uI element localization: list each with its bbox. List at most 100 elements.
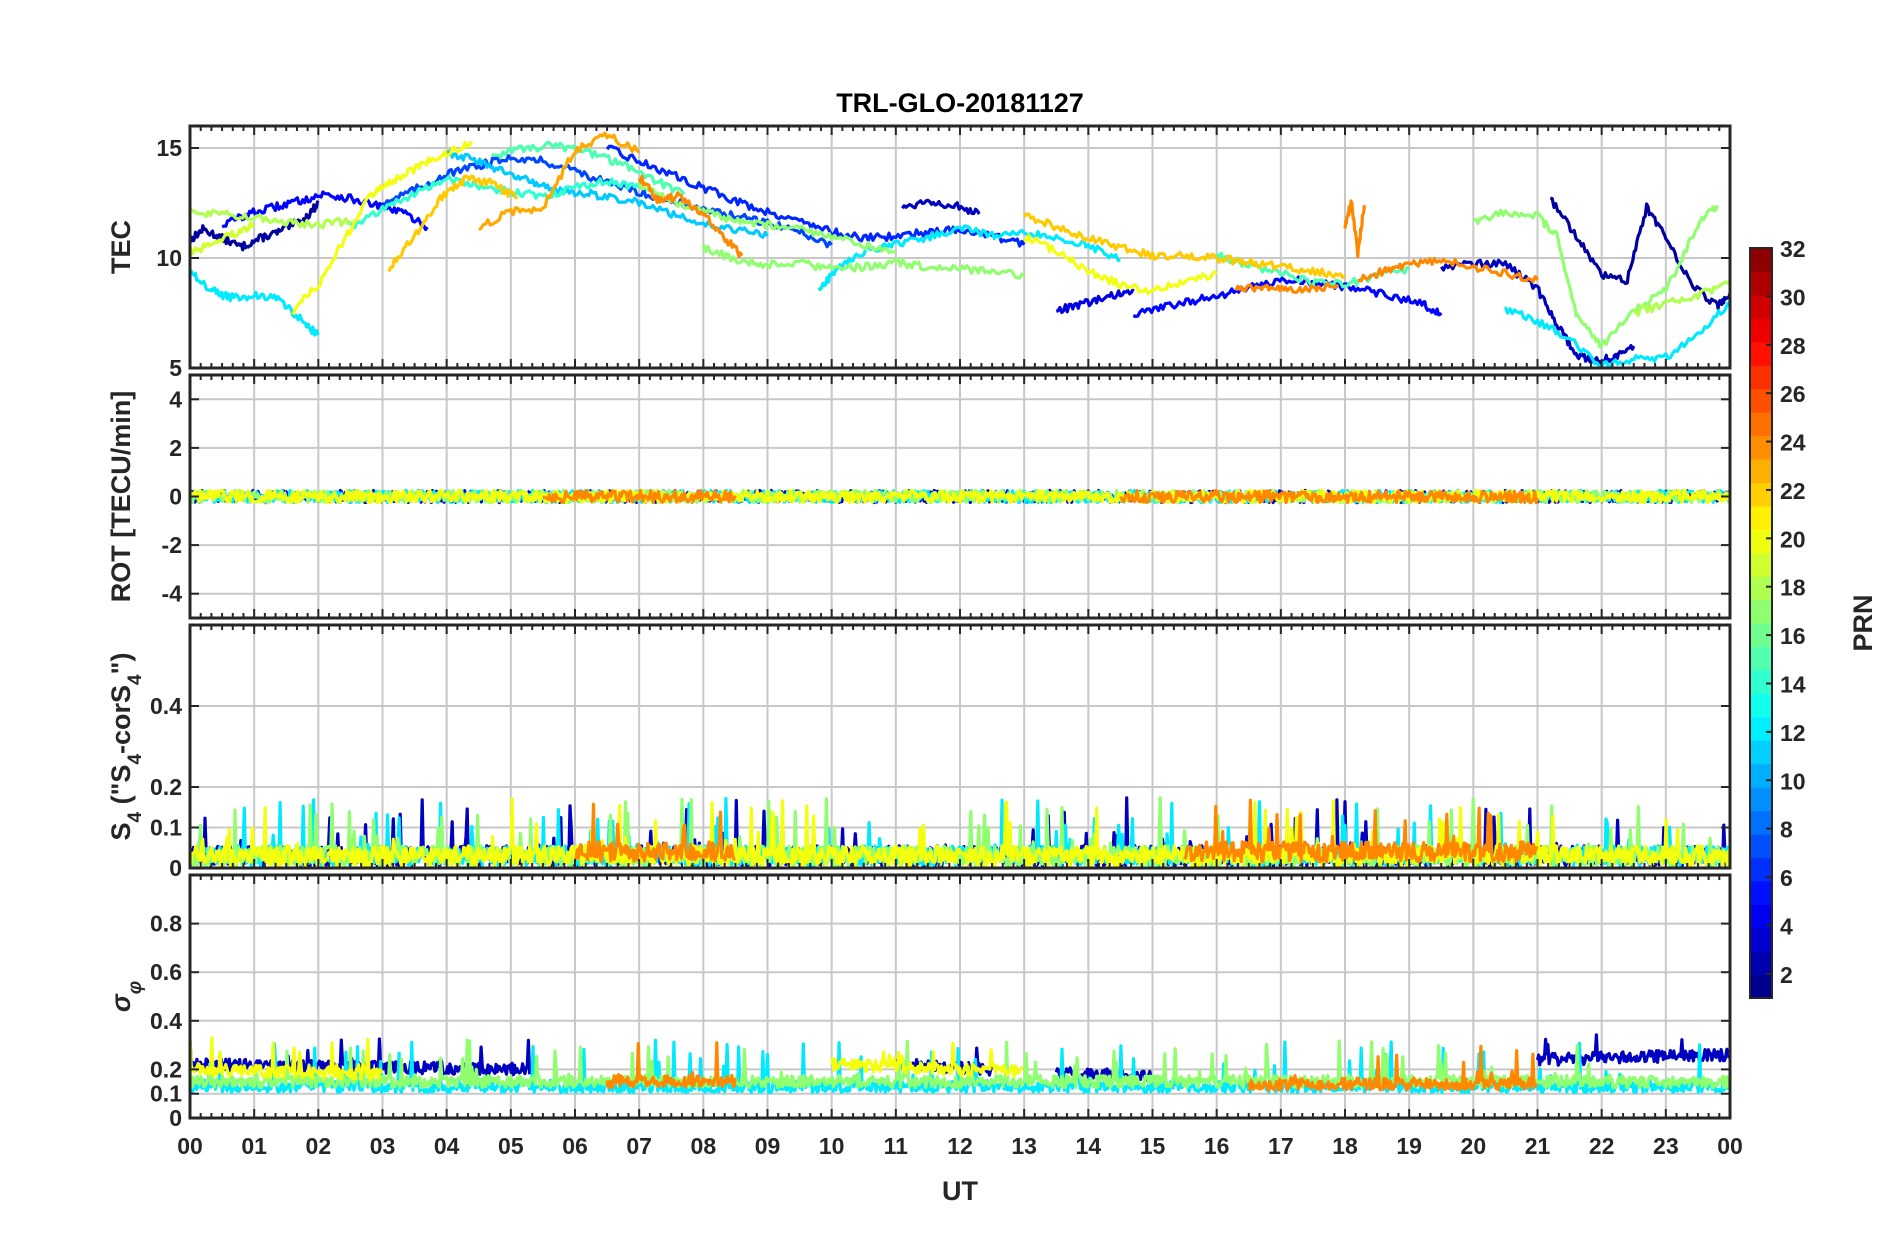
colorbar-tick-label: 10 <box>1780 768 1806 794</box>
x-tick-label: 15 <box>1140 1133 1166 1159</box>
series-line-prn-3 <box>1535 1033 1730 1067</box>
colorbar-cell <box>1750 927 1772 952</box>
colorbar-tick-label: 30 <box>1780 284 1806 310</box>
series-line-prn-17 <box>637 182 897 254</box>
series-line-prn-5 <box>1132 275 1443 319</box>
colorbar-cell <box>1750 669 1772 694</box>
colorbar-cell <box>1750 318 1772 343</box>
y-tick-label: 0.4 <box>150 1008 182 1034</box>
panel-frame <box>188 373 1732 620</box>
series-line-prn-12 <box>817 224 1121 291</box>
y-tick-label: 0.8 <box>150 911 182 937</box>
colorbar-cell <box>1750 763 1772 788</box>
colorbar-cell <box>1750 740 1772 765</box>
y-tick-label: 4 <box>169 386 182 412</box>
colorbar-tick-label: 14 <box>1780 671 1806 697</box>
x-tick-label: 20 <box>1461 1133 1487 1159</box>
series-line-prn-20 <box>291 140 474 316</box>
colorbar-tick-label: 28 <box>1780 333 1806 359</box>
colorbar-cell <box>1750 833 1772 858</box>
y-axis-label: ROT [TECU/min] <box>106 391 136 602</box>
colorbar-cell <box>1750 716 1772 741</box>
series-group <box>190 488 1730 505</box>
colorbar-cell <box>1750 904 1772 929</box>
series-line-prn-7 <box>381 154 833 249</box>
colorbar-cell <box>1750 951 1772 976</box>
colorbar-cell <box>1750 693 1772 718</box>
panel-sigma: 00.10.2 0.4 0.6 0.8 σφ 00 01 02 03 04 05 06 07 08 09 10… <box>106 873 1743 1159</box>
y-axis-label: σφ <box>106 981 146 1012</box>
series-line-prn-24 <box>542 488 737 505</box>
colorbar-cell <box>1750 880 1772 905</box>
x-tick-label: 12 <box>947 1133 973 1159</box>
series-line-prn-17 <box>190 1038 1730 1090</box>
colorbar-cell <box>1750 576 1772 601</box>
colorbar-frame <box>1749 247 1773 999</box>
series-group <box>190 1033 1730 1095</box>
series-line-prn-2 <box>1550 196 1730 311</box>
y-tick-label: 0.6 <box>150 959 182 985</box>
y-tick-label: 0 <box>169 484 182 510</box>
colorbar-cell <box>1750 294 1772 319</box>
series-line-prn-18 <box>1632 280 1730 317</box>
colorbar-cell <box>1750 271 1772 296</box>
series-line-prn-20 <box>830 1041 1024 1078</box>
series-line-prn-24 <box>605 1041 737 1089</box>
colorbar-tick-label: 22 <box>1780 478 1806 504</box>
x-tick-label: 02 <box>306 1133 332 1159</box>
colorbar-cell <box>1750 552 1772 577</box>
x-tick-label: 07 <box>626 1133 652 1159</box>
y-axis-label: TEC <box>106 220 136 274</box>
colorbar-label: PRN <box>1848 594 1878 651</box>
x-axis-label: UT <box>942 1176 978 1206</box>
x-tick-label: 23 <box>1653 1133 1679 1159</box>
x-tick-label: 17 <box>1268 1133 1294 1159</box>
series-line-prn-24 <box>1119 489 1540 505</box>
y-tick-label: 0.1 <box>150 1081 182 1107</box>
series-line-prn-17 <box>701 243 1026 280</box>
y-tick-label: 0.1 <box>150 815 182 841</box>
x-tick-label: 05 <box>498 1133 524 1159</box>
colorbar-cell <box>1750 857 1772 882</box>
panel-s4: 0 0.1 0.2 0.4S4 ("S4-corS4") <box>106 623 1732 881</box>
colorbar-cell <box>1750 810 1772 835</box>
series-line-prn-24 <box>1357 257 1539 284</box>
series-line-prn-12 <box>1503 300 1730 368</box>
colorbar-tick-label: 18 <box>1780 575 1806 601</box>
series-line-prn-20 <box>190 1036 384 1082</box>
y-tick-label: 0.2 <box>150 774 182 800</box>
y-axis-label: S4 ("S4-corS4") <box>106 653 146 841</box>
series-line-prn-3 <box>1054 1066 1154 1083</box>
colorbar-cell <box>1750 341 1772 366</box>
colorbar-tick-label: 12 <box>1780 720 1806 746</box>
series-line-prn-19 <box>190 221 256 257</box>
colorbar-cell <box>1750 458 1772 483</box>
colorbar-cell <box>1750 412 1772 437</box>
x-tick-label: 14 <box>1076 1133 1102 1159</box>
x-tick-label: 09 <box>755 1133 781 1159</box>
colorbar-cell <box>1750 505 1772 530</box>
x-tick-label: 11 <box>884 1133 909 1159</box>
series-group <box>190 131 1730 368</box>
series-line-prn-5 <box>221 190 429 232</box>
y-tick-label: 0 <box>169 855 182 881</box>
y-tick-label: 2 <box>169 435 182 461</box>
series-line-prn-24 <box>1183 798 1539 864</box>
series-line-prn-4 <box>1055 288 1135 315</box>
series-line-prn-6 <box>605 144 1026 248</box>
colorbar-cell <box>1750 388 1772 413</box>
colorbar-cell <box>1750 599 1772 624</box>
series-line-prn-18 <box>190 207 352 230</box>
x-tick-label: 08 <box>691 1133 717 1159</box>
series-line-prn-24 <box>1234 282 1340 294</box>
x-tick-label: 06 <box>562 1133 588 1159</box>
colorbar-cell <box>1750 623 1772 648</box>
x-tick-label: 03 <box>370 1133 396 1159</box>
series-line-prn-24 <box>637 174 744 259</box>
colorbar-tick-label: 4 <box>1780 913 1793 939</box>
x-tick-label: 22 <box>1589 1133 1615 1159</box>
colorbar-cell <box>1750 435 1772 460</box>
series-line-prn-14 <box>349 174 641 230</box>
